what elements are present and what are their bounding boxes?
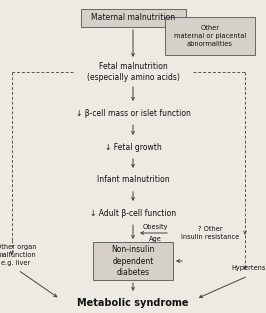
Text: Non-insulin
dependent
diabetes: Non-insulin dependent diabetes — [111, 245, 155, 277]
Text: ↓ Adult β-cell function: ↓ Adult β-cell function — [90, 208, 176, 218]
Text: Metabolic syndrome: Metabolic syndrome — [77, 298, 189, 308]
FancyBboxPatch shape — [81, 9, 185, 27]
Text: ↓ Fetal growth: ↓ Fetal growth — [105, 142, 161, 151]
Text: ? Other
insulin resistance: ? Other insulin resistance — [181, 226, 239, 240]
Text: Age: Age — [149, 236, 161, 242]
Text: Fetal malnutrition
(especially amino acids): Fetal malnutrition (especially amino aci… — [86, 62, 180, 82]
Text: Hypertension: Hypertension — [232, 265, 266, 271]
Text: Other
maternal or placental
abnormalities: Other maternal or placental abnormalitie… — [174, 25, 246, 47]
Text: Obesity: Obesity — [142, 224, 168, 230]
Text: Other organ
malfunction
e.g. liver: Other organ malfunction e.g. liver — [0, 244, 36, 265]
FancyBboxPatch shape — [165, 17, 255, 55]
FancyBboxPatch shape — [93, 242, 173, 280]
Text: Maternal malnutrition: Maternal malnutrition — [91, 13, 175, 23]
Text: Infant malnutrition: Infant malnutrition — [97, 176, 169, 184]
Text: ↓ β-cell mass or islet function: ↓ β-cell mass or islet function — [76, 109, 190, 117]
